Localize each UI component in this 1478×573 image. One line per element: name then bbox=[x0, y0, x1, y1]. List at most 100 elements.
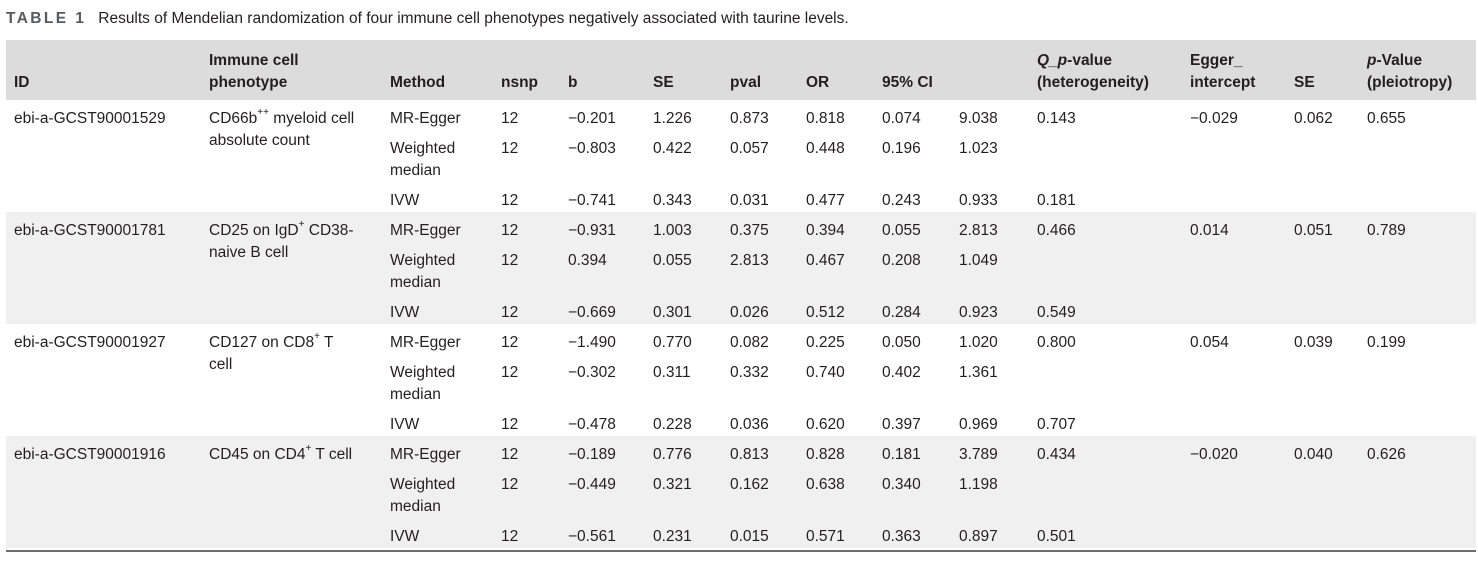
cell-ci-lower: 0.243 bbox=[882, 192, 921, 209]
table-row-group: ebi-a-GCST90001781 CD25 on IgD+ CD38- naiv… bbox=[6, 212, 1476, 324]
cell-or: 0.740 bbox=[806, 364, 845, 381]
table-bottom-rule bbox=[6, 550, 1476, 552]
cell-ci-lower: 0.340 bbox=[882, 476, 921, 493]
cell-ci-upper: 1.049 bbox=[959, 252, 998, 269]
cell-b: −0.201 bbox=[568, 110, 616, 127]
cell-pval: 0.873 bbox=[730, 110, 769, 127]
cell-nsnp: 12 bbox=[501, 446, 519, 463]
cell-ci-lower: 0.208 bbox=[882, 252, 921, 269]
cell-method: IVW bbox=[390, 528, 420, 545]
cell-se: 0.231 bbox=[653, 528, 692, 545]
cell-pval: 0.026 bbox=[730, 304, 769, 321]
cell-ci-lower: 0.363 bbox=[882, 528, 921, 545]
header-nsnp: nsnp bbox=[501, 74, 539, 91]
cell-ci-lower: 0.196 bbox=[882, 140, 921, 157]
header-method: Method bbox=[390, 74, 446, 91]
header-phenotype: Immune cell phenotype bbox=[209, 52, 299, 91]
cell-ci-upper: 2.813 bbox=[959, 222, 998, 239]
cell-se: 1.003 bbox=[653, 222, 692, 239]
cell-pval: 0.057 bbox=[730, 140, 769, 157]
cell-egger-intercept: −0.020 bbox=[1190, 446, 1238, 463]
table-label: TABLE 1 bbox=[6, 10, 87, 27]
cell-or: 0.225 bbox=[806, 334, 845, 351]
cell-id: ebi-a-GCST90001781 bbox=[14, 222, 166, 239]
cell-or: 0.394 bbox=[806, 222, 845, 239]
cell-nsnp: 12 bbox=[501, 528, 519, 545]
cell-or: 0.467 bbox=[806, 252, 845, 269]
table-row-group: ebi-a-GCST90001916 CD45 on CD4+ T cell MR-… bbox=[6, 436, 1476, 548]
cell-se-egger: 0.039 bbox=[1294, 334, 1333, 351]
cell-method: IVW bbox=[390, 304, 420, 321]
cell-se: 0.770 bbox=[653, 334, 692, 351]
cell-q-pvalue-ivw: 0.501 bbox=[1037, 528, 1076, 545]
cell-nsnp: 12 bbox=[501, 416, 519, 433]
cell-q-pvalue-egger: 0.466 bbox=[1037, 222, 1076, 239]
cell-se: 0.776 bbox=[653, 446, 692, 463]
cell-pval: 0.375 bbox=[730, 222, 769, 239]
cell-ci-upper: 1.020 bbox=[959, 334, 998, 351]
cell-b: −0.478 bbox=[568, 416, 616, 433]
header-p-pleiotropy: p-Value (pleiotropy) bbox=[1367, 52, 1453, 91]
cell-method: Weighted median bbox=[390, 476, 456, 515]
cell-egger-intercept: 0.054 bbox=[1190, 334, 1229, 351]
header-or: OR bbox=[806, 74, 830, 91]
table-header: ID Immune cell phenotype Method nsnp b SE… bbox=[6, 40, 1476, 100]
cell-egger-intercept: −0.029 bbox=[1190, 110, 1238, 127]
cell-ci-lower: 0.402 bbox=[882, 364, 921, 381]
header-se: SE bbox=[653, 74, 674, 91]
cell-pval: 0.036 bbox=[730, 416, 769, 433]
cell-pval: 2.813 bbox=[730, 252, 769, 269]
cell-nsnp: 12 bbox=[501, 252, 519, 269]
header-se-egger: SE bbox=[1294, 74, 1315, 91]
cell-nsnp: 12 bbox=[501, 304, 519, 321]
header-b: b bbox=[568, 74, 578, 91]
cell-pval: 0.015 bbox=[730, 528, 769, 545]
cell-b: −0.669 bbox=[568, 304, 616, 321]
cell-ci-upper: 9.038 bbox=[959, 110, 998, 127]
cell-ci-lower: 0.397 bbox=[882, 416, 921, 433]
cell-se: 0.321 bbox=[653, 476, 692, 493]
cell-method: Weighted median bbox=[390, 252, 456, 291]
cell-nsnp: 12 bbox=[501, 192, 519, 209]
cell-or: 0.448 bbox=[806, 140, 845, 157]
cell-id: ebi-a-GCST90001529 bbox=[14, 110, 166, 127]
cell-b: 0.394 bbox=[568, 252, 607, 269]
cell-method: IVW bbox=[390, 416, 420, 433]
cell-b: −0.741 bbox=[568, 192, 616, 209]
header-q-pvalue: Q_p-value (heterogeneity) bbox=[1037, 52, 1149, 91]
header-ci: 95% CI bbox=[882, 74, 933, 91]
cell-ci-upper: 3.789 bbox=[959, 446, 998, 463]
cell-se-egger: 0.051 bbox=[1294, 222, 1333, 239]
cell-or: 0.828 bbox=[806, 446, 845, 463]
cell-b: −0.302 bbox=[568, 364, 616, 381]
cell-pval: 0.813 bbox=[730, 446, 769, 463]
header-id: ID bbox=[14, 74, 30, 91]
cell-method: Weighted median bbox=[390, 364, 456, 403]
cell-se: 0.301 bbox=[653, 304, 692, 321]
cell-p-pleiotropy: 0.626 bbox=[1367, 446, 1406, 463]
cell-method: IVW bbox=[390, 192, 420, 209]
cell-or: 0.620 bbox=[806, 416, 845, 433]
table-body: ebi-a-GCST90001529 CD66b++ myeloid cell ab… bbox=[6, 100, 1476, 548]
cell-se: 0.055 bbox=[653, 252, 692, 269]
cell-q-pvalue-ivw: 0.549 bbox=[1037, 304, 1076, 321]
cell-id: ebi-a-GCST90001927 bbox=[14, 334, 166, 351]
cell-method: MR-Egger bbox=[390, 334, 461, 351]
cell-ci-upper: 1.198 bbox=[959, 476, 998, 493]
cell-b: −0.803 bbox=[568, 140, 616, 157]
cell-or: 0.818 bbox=[806, 110, 845, 127]
cell-ci-upper: 1.023 bbox=[959, 140, 998, 157]
cell-pval: 0.082 bbox=[730, 334, 769, 351]
cell-pval: 0.031 bbox=[730, 192, 769, 209]
cell-nsnp: 12 bbox=[501, 476, 519, 493]
cell-or: 0.571 bbox=[806, 528, 845, 545]
cell-nsnp: 12 bbox=[501, 364, 519, 381]
cell-ci-upper: 1.361 bbox=[959, 364, 998, 381]
cell-se: 0.311 bbox=[653, 364, 691, 381]
cell-ci-lower: 0.181 bbox=[882, 446, 921, 463]
cell-phenotype: CD25 on IgD+ CD38- naive B cell bbox=[209, 218, 354, 261]
cell-nsnp: 12 bbox=[501, 222, 519, 239]
cell-ci-lower: 0.050 bbox=[882, 334, 921, 351]
